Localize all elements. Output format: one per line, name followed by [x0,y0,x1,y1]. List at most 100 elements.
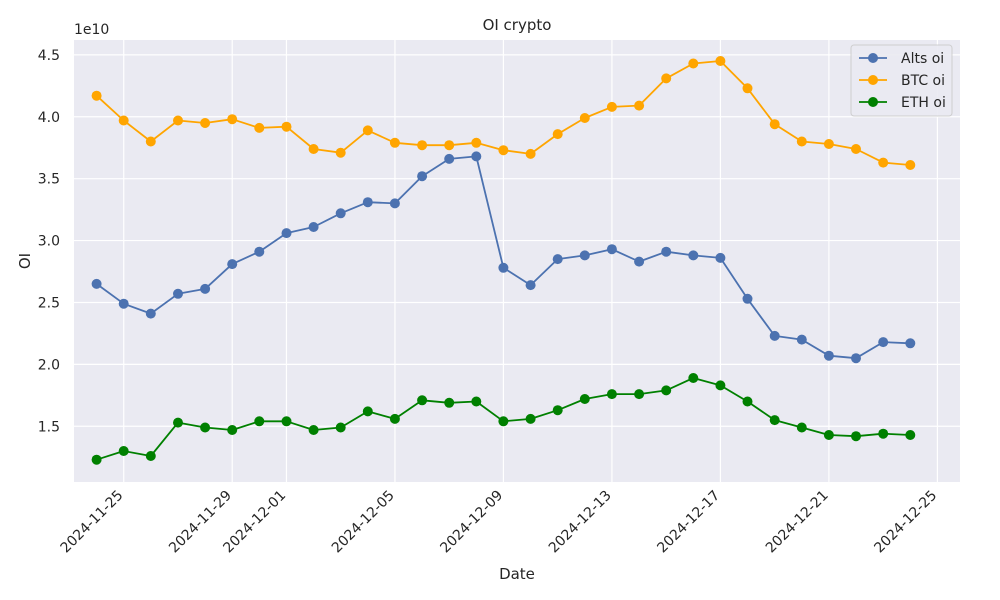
data-point-eth-oi [552,405,563,416]
data-point-btc-oi [145,136,156,147]
data-point-btc-oi [525,148,536,159]
data-point-btc-oi [606,101,617,112]
data-point-alts-oi [200,283,211,294]
data-point-btc-oi [417,140,428,151]
data-point-alts-oi [254,246,265,257]
data-point-eth-oi [851,431,861,442]
data-point-alts-oi [606,244,617,255]
legend-marker-alts [868,53,878,63]
data-point-eth-oi [281,416,292,427]
legend: Alts oi BTC oi ETH oi [850,44,953,117]
data-point-eth-oi [688,373,699,383]
data-point-alts-oi [742,293,753,304]
legend-item-eth: ETH oi [859,95,946,111]
data-point-alts-oi [688,250,699,261]
data-point-btc-oi [878,157,889,168]
data-point-btc-oi [661,73,672,84]
data-point-alts-oi [308,222,319,232]
legend-label-btc: BTC oi [901,73,945,89]
data-point-eth-oi [715,380,726,391]
data-point-alts-oi [878,337,889,348]
x-tick-label: 2024-12-05 [329,488,398,557]
data-point-eth-oi [823,430,834,440]
data-point-btc-oi [905,160,916,170]
data-point-alts-oi [227,259,238,270]
data-point-btc-oi [173,115,183,126]
y-axis-label: OI [16,253,34,269]
data-point-eth-oi [145,451,156,461]
y-tick-label: 2.0 [38,357,60,373]
data-point-eth-oi [173,417,183,428]
legend-item-alts: Alts oi [859,51,944,67]
data-point-alts-oi [634,256,645,267]
data-point-alts-oi [281,228,292,239]
data-point-btc-oi [362,125,373,136]
data-point-btc-oi [552,129,563,140]
data-point-btc-oi [227,114,238,125]
series-layer [91,56,916,465]
data-point-btc-oi [634,100,645,111]
y-offset-label: 1e10 [74,22,109,38]
data-point-alts-oi [796,334,807,345]
data-point-btc-oi [281,121,292,132]
data-point-btc-oi [769,119,780,130]
data-point-btc-oi [308,144,319,154]
data-point-eth-oi [91,454,102,465]
data-point-eth-oi [579,394,590,404]
data-point-alts-oi [769,330,780,341]
data-point-eth-oi [118,446,129,456]
data-point-btc-oi [444,140,455,151]
data-point-btc-oi [335,147,346,158]
data-point-alts-oi [823,350,834,361]
data-point-eth-oi [878,428,889,439]
y-tick-label: 1.5 [38,419,60,435]
data-point-eth-oi [389,413,400,424]
series-alts-oi [91,151,916,364]
series-btc-oi [91,56,916,170]
data-point-alts-oi [471,151,482,162]
data-point-btc-oi [688,58,699,69]
data-point-alts-oi [118,298,129,309]
data-point-alts-oi [715,252,726,263]
data-point-eth-oi [606,389,617,400]
y-tick-label: 2.5 [38,295,60,311]
data-point-alts-oi [389,198,400,209]
legend-item-btc: BTC oi [859,73,945,89]
data-point-eth-oi [308,425,319,435]
data-point-btc-oi [742,83,753,94]
data-point-btc-oi [118,115,129,126]
data-point-btc-oi [715,56,726,66]
y-tick-label: 4.5 [38,48,60,64]
data-point-alts-oi [905,338,916,349]
data-point-eth-oi [769,415,780,426]
chart-title: OI crypto [483,16,552,34]
data-point-eth-oi [471,396,482,407]
data-point-alts-oi [579,250,590,261]
data-point-eth-oi [498,416,509,427]
data-point-btc-oi [471,137,482,148]
y-tick-labels: 1.5 2.0 2.5 3.0 3.5 4.0 4.5 [38,48,60,435]
data-point-btc-oi [200,118,211,128]
data-point-alts-oi [335,208,346,219]
data-point-eth-oi [417,395,428,406]
legend-label-eth: ETH oi [901,95,946,111]
series-eth-oi [91,373,916,465]
y-tick-label: 3.0 [38,234,60,250]
x-tick-label: 2024-12-09 [437,488,506,557]
data-point-btc-oi [851,144,861,154]
x-tick-label: 2024-12-17 [654,488,723,557]
data-point-eth-oi [905,430,916,440]
plot-area [74,40,960,482]
data-point-btc-oi [498,145,509,156]
data-point-alts-oi [362,197,373,208]
data-point-alts-oi [444,153,455,164]
x-tick-label: 2024-12-21 [763,488,832,557]
data-point-eth-oi [227,425,238,435]
x-axis-label: Date [499,565,535,583]
data-point-alts-oi [417,171,428,182]
data-point-eth-oi [362,406,373,417]
data-point-eth-oi [742,396,753,407]
data-point-alts-oi [91,278,102,289]
